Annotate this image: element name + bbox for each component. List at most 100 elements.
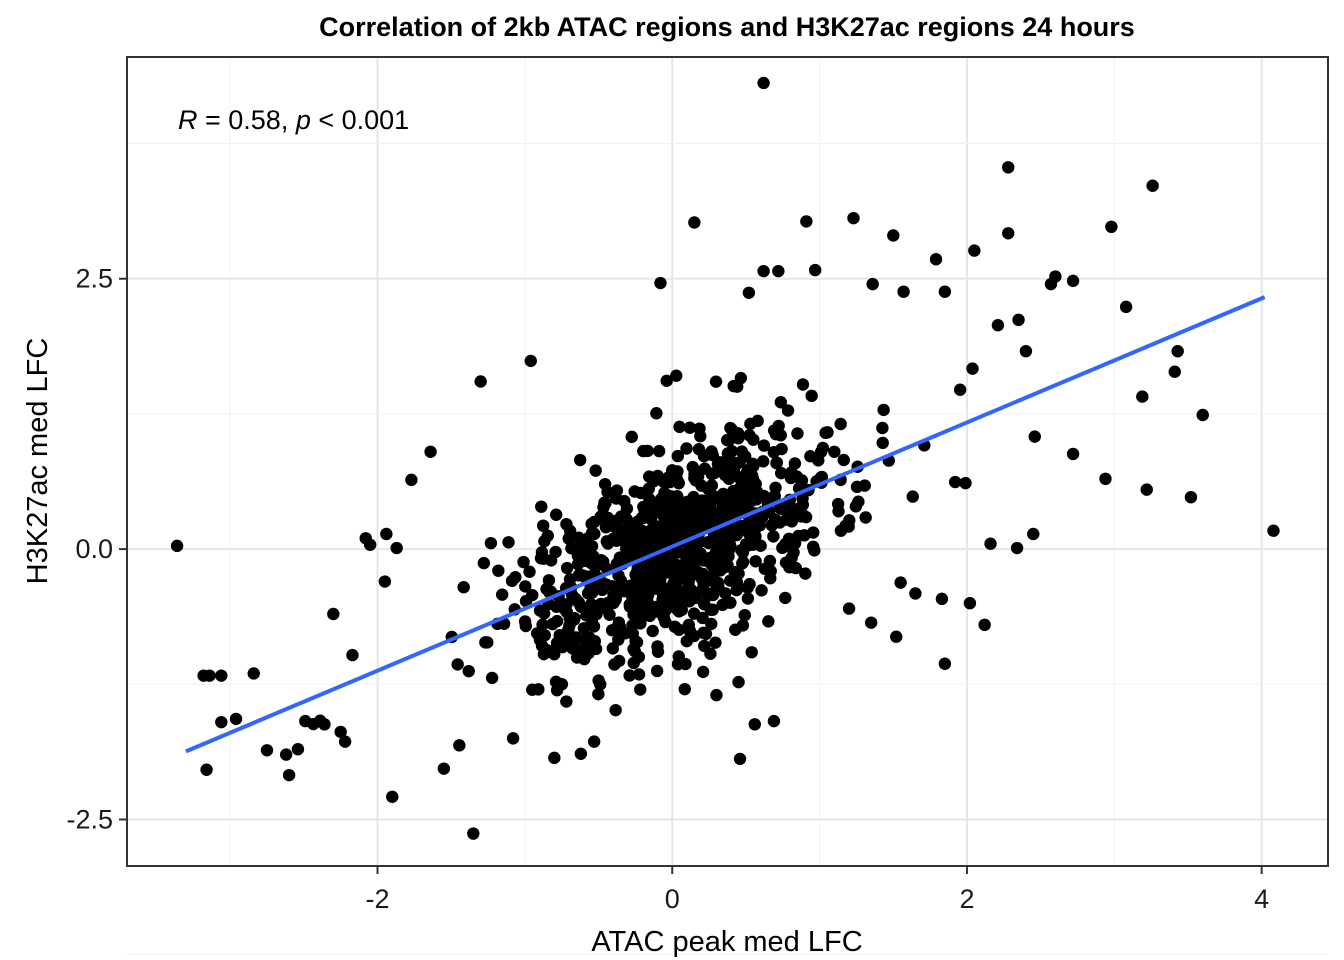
data-point (890, 630, 903, 643)
data-point (495, 588, 509, 601)
data-point (772, 264, 785, 278)
data-point (808, 263, 822, 277)
data-point (723, 497, 737, 511)
data-point (948, 475, 962, 489)
data-point (732, 675, 745, 689)
data-point (641, 444, 654, 458)
r-symbol: R (178, 105, 198, 135)
data-point (744, 417, 757, 431)
data-point (535, 639, 549, 653)
data-point (589, 464, 602, 477)
data-point (229, 712, 243, 726)
data-point (756, 455, 770, 468)
data-point (672, 623, 686, 637)
data-point (671, 562, 685, 576)
data-point (774, 466, 788, 480)
data-point (453, 739, 466, 752)
data-point (477, 556, 491, 570)
data-point (405, 473, 418, 487)
data-point (651, 640, 664, 653)
data-point (773, 516, 787, 529)
data-point (572, 569, 585, 582)
data-point (743, 577, 756, 591)
data-point (877, 403, 890, 417)
chart-title: Correlation of 2kb ATAC regions and H3K2… (319, 12, 1135, 42)
data-point (1002, 227, 1015, 240)
data-point (574, 747, 588, 760)
data-point (680, 498, 694, 512)
data-point (842, 602, 856, 615)
data-point (704, 647, 717, 660)
data-point (1136, 390, 1149, 403)
x-tick-label: 0 (665, 884, 680, 914)
data-point (457, 581, 470, 594)
data-point (748, 523, 761, 536)
data-point (560, 695, 573, 708)
data-point (787, 546, 800, 559)
data-point (791, 503, 804, 516)
data-point (1099, 472, 1112, 486)
data-point (906, 490, 919, 503)
data-point (675, 509, 689, 522)
data-point (485, 671, 499, 685)
data-point (909, 587, 922, 600)
data-point (424, 445, 437, 458)
data-point (605, 597, 618, 610)
data-point (774, 429, 787, 442)
data-point (378, 575, 392, 588)
data-point (1066, 274, 1080, 288)
r-value: = 0.58, (198, 105, 296, 135)
data-point (781, 404, 795, 417)
data-point (702, 513, 716, 526)
data-point (691, 553, 705, 566)
data-point (1196, 408, 1209, 422)
data-point (1267, 524, 1280, 537)
data-point (709, 375, 723, 388)
data-point (652, 444, 666, 458)
data-point (754, 539, 767, 552)
data-point (654, 276, 667, 290)
data-point (876, 436, 889, 450)
data-point (634, 683, 647, 696)
data-point (837, 453, 850, 467)
data-point (978, 618, 991, 632)
x-tick-label: -2 (366, 884, 390, 914)
data-point (938, 657, 952, 670)
data-point (610, 534, 623, 547)
data-point (788, 457, 802, 470)
data-point (834, 524, 848, 537)
data-point (963, 596, 977, 610)
data-point (390, 541, 403, 555)
data-point (451, 658, 464, 671)
data-point (649, 582, 662, 595)
data-point (524, 354, 537, 368)
data-point (1012, 313, 1025, 327)
data-point (629, 635, 642, 648)
data-point (711, 534, 724, 547)
data-point (876, 421, 889, 435)
data-point (1044, 277, 1058, 291)
data-point (502, 536, 515, 549)
data-point (796, 378, 810, 391)
data-point (859, 511, 872, 524)
data-point (843, 514, 856, 527)
y-tick-label: 0.0 (75, 534, 113, 564)
data-point (467, 827, 480, 840)
data-point (581, 553, 595, 567)
data-point (517, 555, 530, 569)
data-point (741, 592, 755, 605)
data-point (621, 524, 635, 537)
data-point (659, 615, 672, 629)
data-point (334, 725, 347, 739)
data-point (966, 362, 979, 375)
data-point (1140, 483, 1153, 496)
data-point (650, 664, 664, 678)
data-point (549, 545, 562, 559)
data-point (767, 714, 781, 728)
data-point (929, 253, 943, 266)
data-point (170, 539, 184, 553)
data-point (745, 646, 758, 659)
data-point (887, 229, 900, 242)
data-point (728, 565, 741, 579)
data-point (215, 669, 228, 682)
